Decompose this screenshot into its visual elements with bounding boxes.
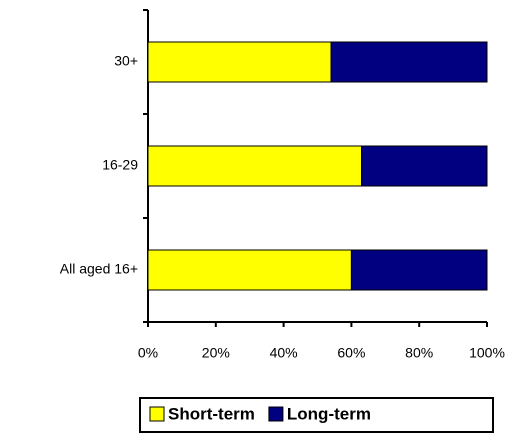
legend-swatch (268, 406, 284, 422)
y-tick-label: 30+ (114, 53, 138, 69)
y-tick-label: 16-29 (102, 157, 138, 173)
legend-box (139, 397, 494, 433)
legend-swatch (149, 406, 165, 422)
legend: Short-term Long-term (139, 397, 494, 433)
bar-segment (147, 249, 352, 291)
x-tick-label: 0% (138, 345, 158, 361)
bar-segment (147, 41, 332, 83)
bar-segment (361, 145, 488, 187)
x-tick-label: 80% (405, 345, 433, 361)
bar-segment (330, 41, 488, 83)
y-tick-label: All aged 16+ (60, 261, 138, 277)
bar-segment (350, 249, 488, 291)
x-tick-label: 40% (270, 345, 298, 361)
x-tick-label: 20% (202, 345, 230, 361)
x-tick-label: 100% (469, 345, 505, 361)
bar-segment (147, 145, 363, 187)
x-tick-label: 60% (337, 345, 365, 361)
legend-label: Short-term (168, 404, 255, 423)
legend-label: Long-term (287, 404, 371, 423)
